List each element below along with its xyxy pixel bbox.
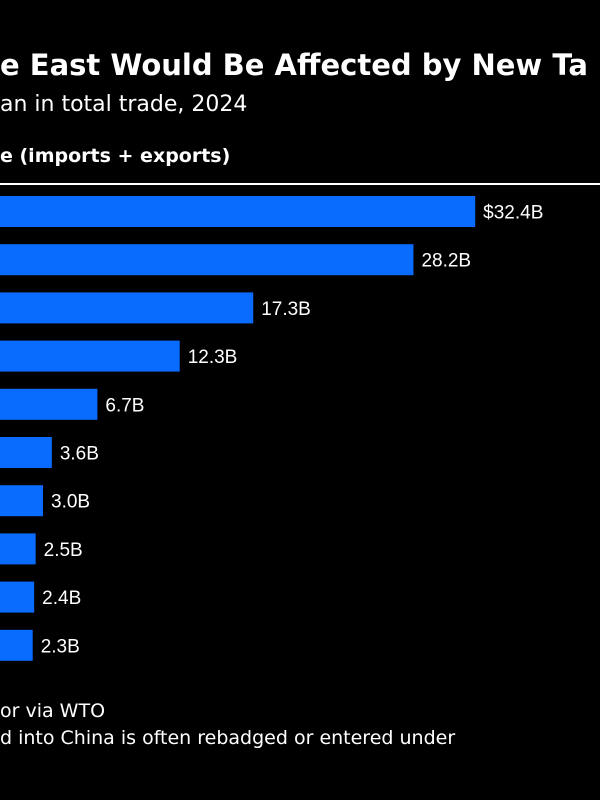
bar-chart: $32.4B 28.2B 17.3B 12.3B 6.7B 3.6B 3.0B 2.5B 2.4…	[0, 196, 543, 661]
bar-5	[0, 388, 98, 420]
axis-label: e (imports + exports)	[0, 145, 231, 167]
bar-9	[0, 581, 35, 613]
chart-title: e East Would Be Affected by New Ta	[0, 48, 588, 82]
bar-4	[0, 340, 180, 372]
bar-7	[0, 485, 43, 517]
bar-value-label-6: 3.6B	[60, 444, 99, 465]
chart-subtitle: an in total trade, 2024	[0, 92, 248, 117]
footnote-source: or via WTO	[0, 700, 106, 722]
bar-value-label-8: 2.5B	[44, 540, 83, 561]
header-divider	[0, 183, 600, 185]
bar-value-label-2: 28.2B	[421, 251, 471, 272]
bar-8	[0, 533, 36, 565]
bar-3	[0, 292, 254, 324]
bar-value-label-3: 17.3B	[261, 299, 311, 320]
bar-1	[0, 196, 476, 227]
bar-6	[0, 437, 52, 468]
bar-value-label-7: 3.0B	[51, 492, 90, 513]
footnote-note: d into China is often rebadged or entere…	[0, 727, 456, 749]
bar-value-label-9: 2.4B	[42, 588, 81, 609]
bar-2	[0, 244, 414, 276]
bar-value-label-4: 12.3B	[188, 347, 238, 368]
bar-value-label-1: $32.4B	[483, 203, 543, 224]
bar-10	[0, 629, 33, 661]
bar-value-label-5: 6.7B	[105, 395, 144, 416]
bar-value-label-10: 2.3B	[41, 636, 80, 657]
